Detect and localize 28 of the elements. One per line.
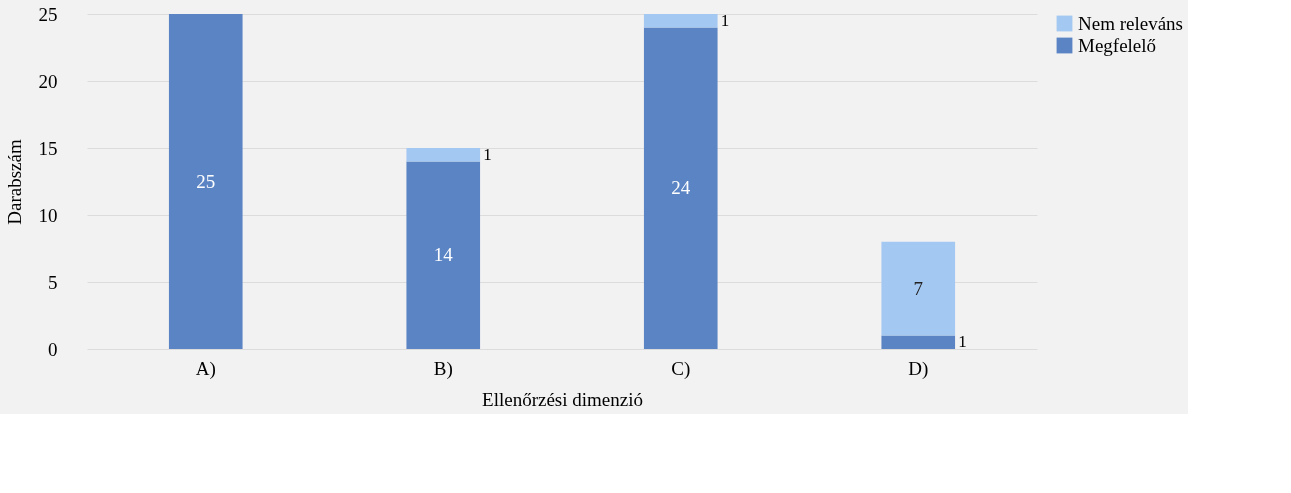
y-tick-label: 5 bbox=[48, 271, 58, 293]
bar bbox=[643, 27, 718, 349]
data-label: 1 bbox=[483, 144, 492, 164]
x-tick-label: D) bbox=[908, 357, 929, 380]
x-tick-label: C) bbox=[671, 357, 691, 380]
bar bbox=[168, 14, 243, 349]
x-tick-label: A) bbox=[195, 357, 216, 380]
data-label: 7 bbox=[913, 277, 923, 299]
data-label: 1 bbox=[720, 10, 730, 30]
y-tick-label: 0 bbox=[48, 338, 58, 360]
data-label: 14 bbox=[433, 244, 454, 266]
bar bbox=[406, 161, 481, 349]
x-axis-title: Ellenőrzési dimenzió bbox=[482, 388, 643, 410]
bar bbox=[881, 335, 956, 349]
y-tick-label: 15 bbox=[38, 137, 58, 159]
y-axis-title: Darabszám bbox=[3, 139, 25, 225]
legend-label: Nem releváns bbox=[1078, 12, 1183, 34]
y-tick-label: 10 bbox=[38, 204, 58, 226]
legend-label: Megfelelő bbox=[1078, 34, 1157, 56]
data-label: 1 bbox=[958, 332, 967, 352]
data-label: 25 bbox=[196, 170, 216, 192]
data-label: 24 bbox=[671, 177, 691, 199]
bar bbox=[643, 14, 718, 28]
x-tick-label: B) bbox=[433, 357, 453, 380]
bar bbox=[406, 148, 481, 162]
y-tick-label: 20 bbox=[38, 70, 58, 92]
bar bbox=[881, 241, 956, 336]
y-tick-label: 25 bbox=[38, 3, 58, 25]
